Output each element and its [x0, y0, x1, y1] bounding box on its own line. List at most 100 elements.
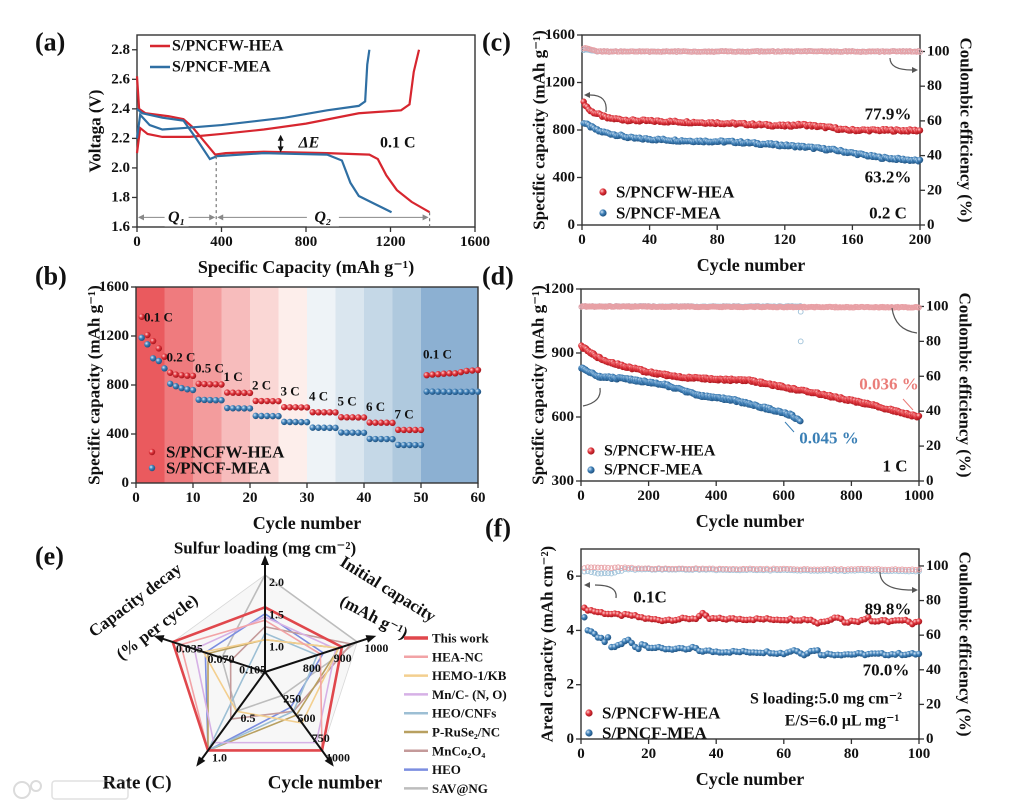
data-point	[372, 419, 379, 426]
x-tick-label: 200	[909, 232, 932, 248]
ce-point	[696, 565, 703, 572]
delta-e-label: ΔE	[298, 134, 320, 151]
radar-axis	[157, 636, 266, 673]
data-point	[383, 419, 390, 426]
y-tick-label: 2.8	[111, 42, 130, 58]
ce-point	[666, 565, 672, 572]
panel-label: (c)	[482, 28, 511, 57]
data-point	[377, 435, 385, 443]
ce-point	[835, 566, 841, 573]
data-point	[604, 634, 612, 641]
data-point	[389, 419, 396, 427]
legend-label: S/PNCF-MEA	[172, 59, 271, 76]
data-point	[417, 426, 425, 434]
data-point	[372, 435, 379, 443]
data-point	[360, 414, 368, 421]
data-point	[298, 404, 305, 411]
x-tick-label: 200	[637, 488, 660, 504]
x-tick-label: 100	[908, 746, 931, 762]
data-point	[269, 412, 276, 420]
data-point	[286, 418, 294, 426]
data-point	[138, 313, 145, 320]
ce-point	[591, 569, 598, 576]
rate-label: 7 C	[395, 406, 414, 421]
data-point	[218, 381, 225, 388]
y2-axis-title: Coulombic efficiency (%)	[957, 37, 976, 222]
y-tick-label: 6	[567, 568, 575, 584]
ce-point	[841, 566, 848, 573]
x-tick-label: 10	[186, 490, 201, 506]
ce-point	[767, 566, 774, 573]
ce-point	[811, 566, 818, 573]
y2-tick-label: 80	[927, 78, 942, 94]
x-tick-label: 60	[776, 746, 791, 762]
ce-point	[709, 565, 716, 572]
ce-point	[598, 564, 605, 571]
ce-point	[740, 565, 747, 572]
watermark-mark	[51, 780, 129, 800]
y-axis-title: Areal capacity (mAh cm⁻²)	[538, 546, 557, 742]
y2-tick-label: 100	[926, 298, 949, 314]
data-point	[206, 396, 214, 404]
rate-band	[307, 287, 336, 483]
ce-point	[723, 565, 730, 572]
rate-label: 2 C	[252, 377, 271, 392]
data-point	[149, 337, 157, 345]
data-point	[235, 389, 242, 397]
ce-point	[892, 566, 899, 573]
x-tick-label: 800	[295, 234, 318, 250]
data-point	[457, 368, 465, 376]
radar-axis	[264, 671, 333, 765]
ce-point	[797, 566, 804, 573]
data-point	[161, 353, 168, 360]
ce-point	[875, 566, 882, 572]
x-tick-label: 800	[840, 488, 863, 504]
ce-point	[878, 566, 885, 573]
data-point	[457, 388, 465, 396]
rate-band	[392, 287, 421, 483]
ce-outlier-point	[797, 338, 804, 345]
ce-point	[851, 566, 858, 573]
legend-label: HEO	[432, 762, 461, 777]
ce-point	[720, 565, 726, 572]
ce-point	[916, 568, 922, 575]
ce-point	[909, 566, 916, 573]
radar-series-polygon	[220, 573, 359, 713]
ce-point	[828, 566, 834, 573]
ce-point	[906, 566, 912, 573]
x-tick-label: 60	[471, 490, 486, 506]
ce-point	[875, 567, 882, 574]
data-point	[184, 386, 191, 393]
radar-series-polygon	[171, 605, 344, 752]
data-point	[206, 381, 214, 388]
data-point	[417, 441, 425, 449]
data-point	[338, 414, 345, 421]
rate-label: 0.1C	[633, 588, 667, 607]
ce-point	[608, 565, 615, 572]
legend-marker	[599, 209, 607, 217]
retention-label-mea: 63.2%	[865, 168, 912, 187]
q2-label: Q₂	[314, 209, 331, 226]
series-line-hea	[135, 76, 431, 214]
data-point	[581, 614, 588, 621]
legend-label: S/PNCFW-HEA	[616, 183, 735, 202]
data-point	[434, 388, 442, 395]
radar-tick-label: 0.035	[176, 642, 203, 656]
ce-point	[595, 564, 601, 571]
data-point	[258, 412, 265, 420]
ce-point	[882, 566, 889, 573]
y-axis-title: Specific capacity (mAh g⁻¹)	[529, 285, 548, 485]
decay-pointer-hea	[902, 398, 914, 411]
legend-marker	[148, 464, 156, 472]
x-tick-label: 120	[774, 232, 797, 248]
data-point	[195, 380, 202, 387]
data-point	[434, 371, 442, 378]
data-point	[400, 441, 408, 449]
ce-point	[672, 565, 679, 572]
y-tick-label: 0	[122, 475, 130, 491]
left-axis-pointer	[589, 94, 607, 113]
x-tick-label: 80	[844, 746, 859, 762]
data-point	[189, 372, 197, 380]
label-bg	[306, 208, 339, 227]
axis-arrowhead-icon	[261, 555, 269, 565]
